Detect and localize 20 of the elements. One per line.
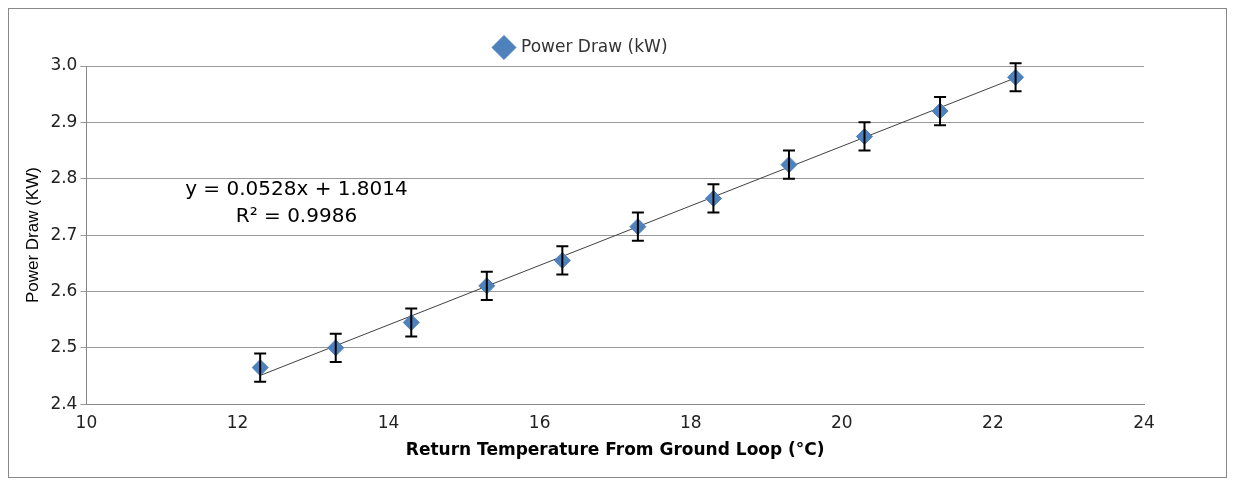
x-tick-label: 20 bbox=[831, 411, 853, 432]
x-tick-label: 12 bbox=[226, 411, 249, 432]
annotation: y = 0.0528x + 1.8014 bbox=[185, 176, 408, 201]
y-tick-label: 2.6 bbox=[50, 279, 78, 300]
annotation: R² = 0.9986 bbox=[235, 203, 358, 228]
y-tick-label: 3.0 bbox=[50, 54, 78, 75]
x-tick-label: 18 bbox=[679, 411, 702, 432]
y-tick-label: 2.7 bbox=[50, 223, 78, 244]
y-tick-label: 2.5 bbox=[50, 336, 78, 357]
y-tick-label: 2.4 bbox=[50, 392, 78, 413]
x-axis-title: Return Temperature From Ground Loop (°C) bbox=[405, 439, 825, 460]
legend-label: Power Draw (kW) bbox=[520, 35, 668, 56]
y-axis-title: Power Draw (KW) bbox=[22, 167, 42, 304]
x-tick-label: 16 bbox=[528, 411, 551, 432]
x-tick-label: 14 bbox=[377, 411, 400, 432]
x-tick-label: 10 bbox=[75, 411, 98, 432]
y-tick-label: 2.8 bbox=[50, 167, 78, 188]
x-tick-label: 24 bbox=[1133, 411, 1155, 432]
x-tick-label: 22 bbox=[982, 411, 1004, 432]
y-tick-label: 2.9 bbox=[50, 110, 78, 131]
